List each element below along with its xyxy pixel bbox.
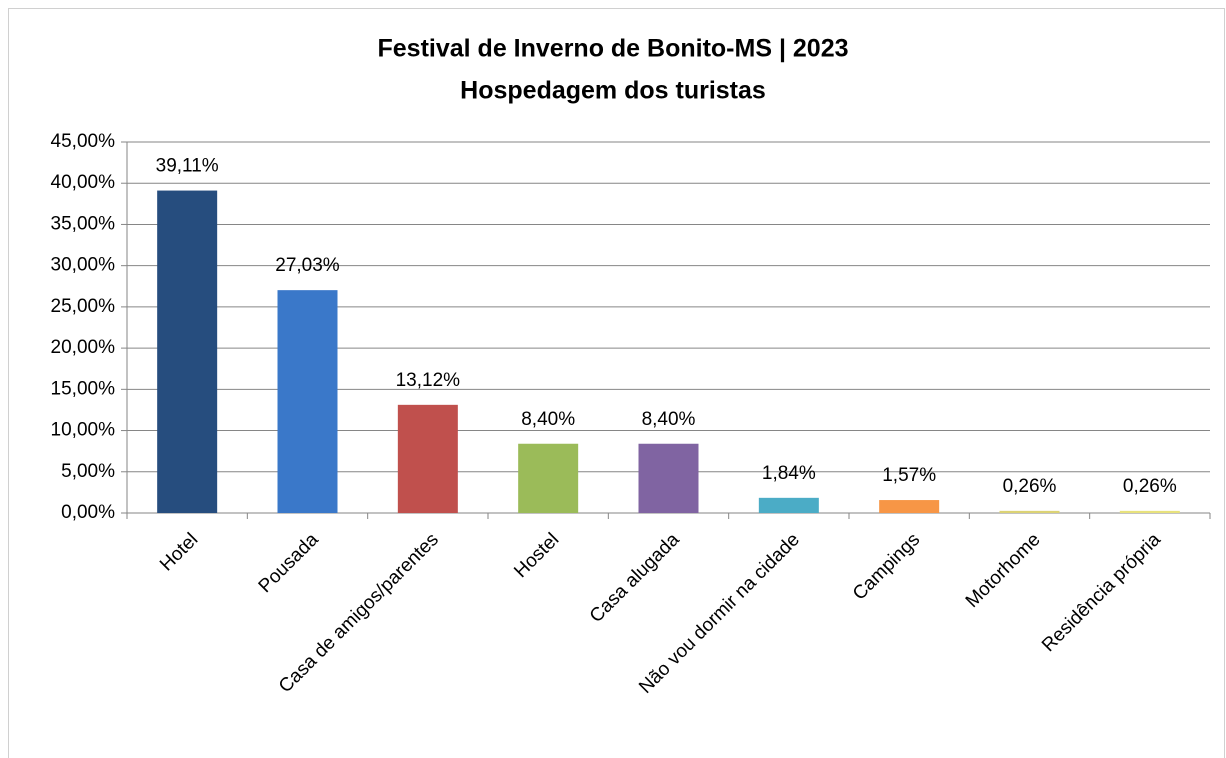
data-label: 13,12% <box>396 370 461 391</box>
bar <box>638 443 699 513</box>
bar <box>879 500 940 513</box>
bar <box>277 290 338 513</box>
bar <box>518 443 579 513</box>
chart-title: Festival de Inverno de Bonito-MS | 2023 <box>378 35 849 63</box>
chart-subtitle: Hospedagem dos turistas <box>460 77 766 105</box>
bar <box>157 190 218 513</box>
data-label: 1,84% <box>762 463 816 484</box>
y-tick-label: 45,00% <box>51 131 116 152</box>
data-label: 0,26% <box>1123 476 1177 497</box>
data-label: 27,03% <box>275 255 340 276</box>
y-tick-label: 5,00% <box>61 461 115 482</box>
data-label: 8,40% <box>521 409 575 430</box>
data-label: 39,11% <box>156 156 219 177</box>
data-label: 8,40% <box>642 409 696 430</box>
bar <box>397 404 458 513</box>
y-tick-label: 40,00% <box>51 172 116 193</box>
data-label: 0,26% <box>1003 476 1057 497</box>
y-tick-label: 30,00% <box>51 255 116 276</box>
y-tick-label: 10,00% <box>51 420 116 441</box>
y-tick-label: 15,00% <box>51 378 116 399</box>
data-label: 1,57% <box>882 465 936 486</box>
bar <box>999 510 1060 513</box>
bar <box>758 497 819 513</box>
y-tick-label: 25,00% <box>51 296 116 317</box>
y-tick-label: 35,00% <box>51 213 116 234</box>
y-tick-label: 0,00% <box>61 502 115 523</box>
y-tick-label: 20,00% <box>51 337 116 358</box>
bar <box>1119 510 1180 513</box>
